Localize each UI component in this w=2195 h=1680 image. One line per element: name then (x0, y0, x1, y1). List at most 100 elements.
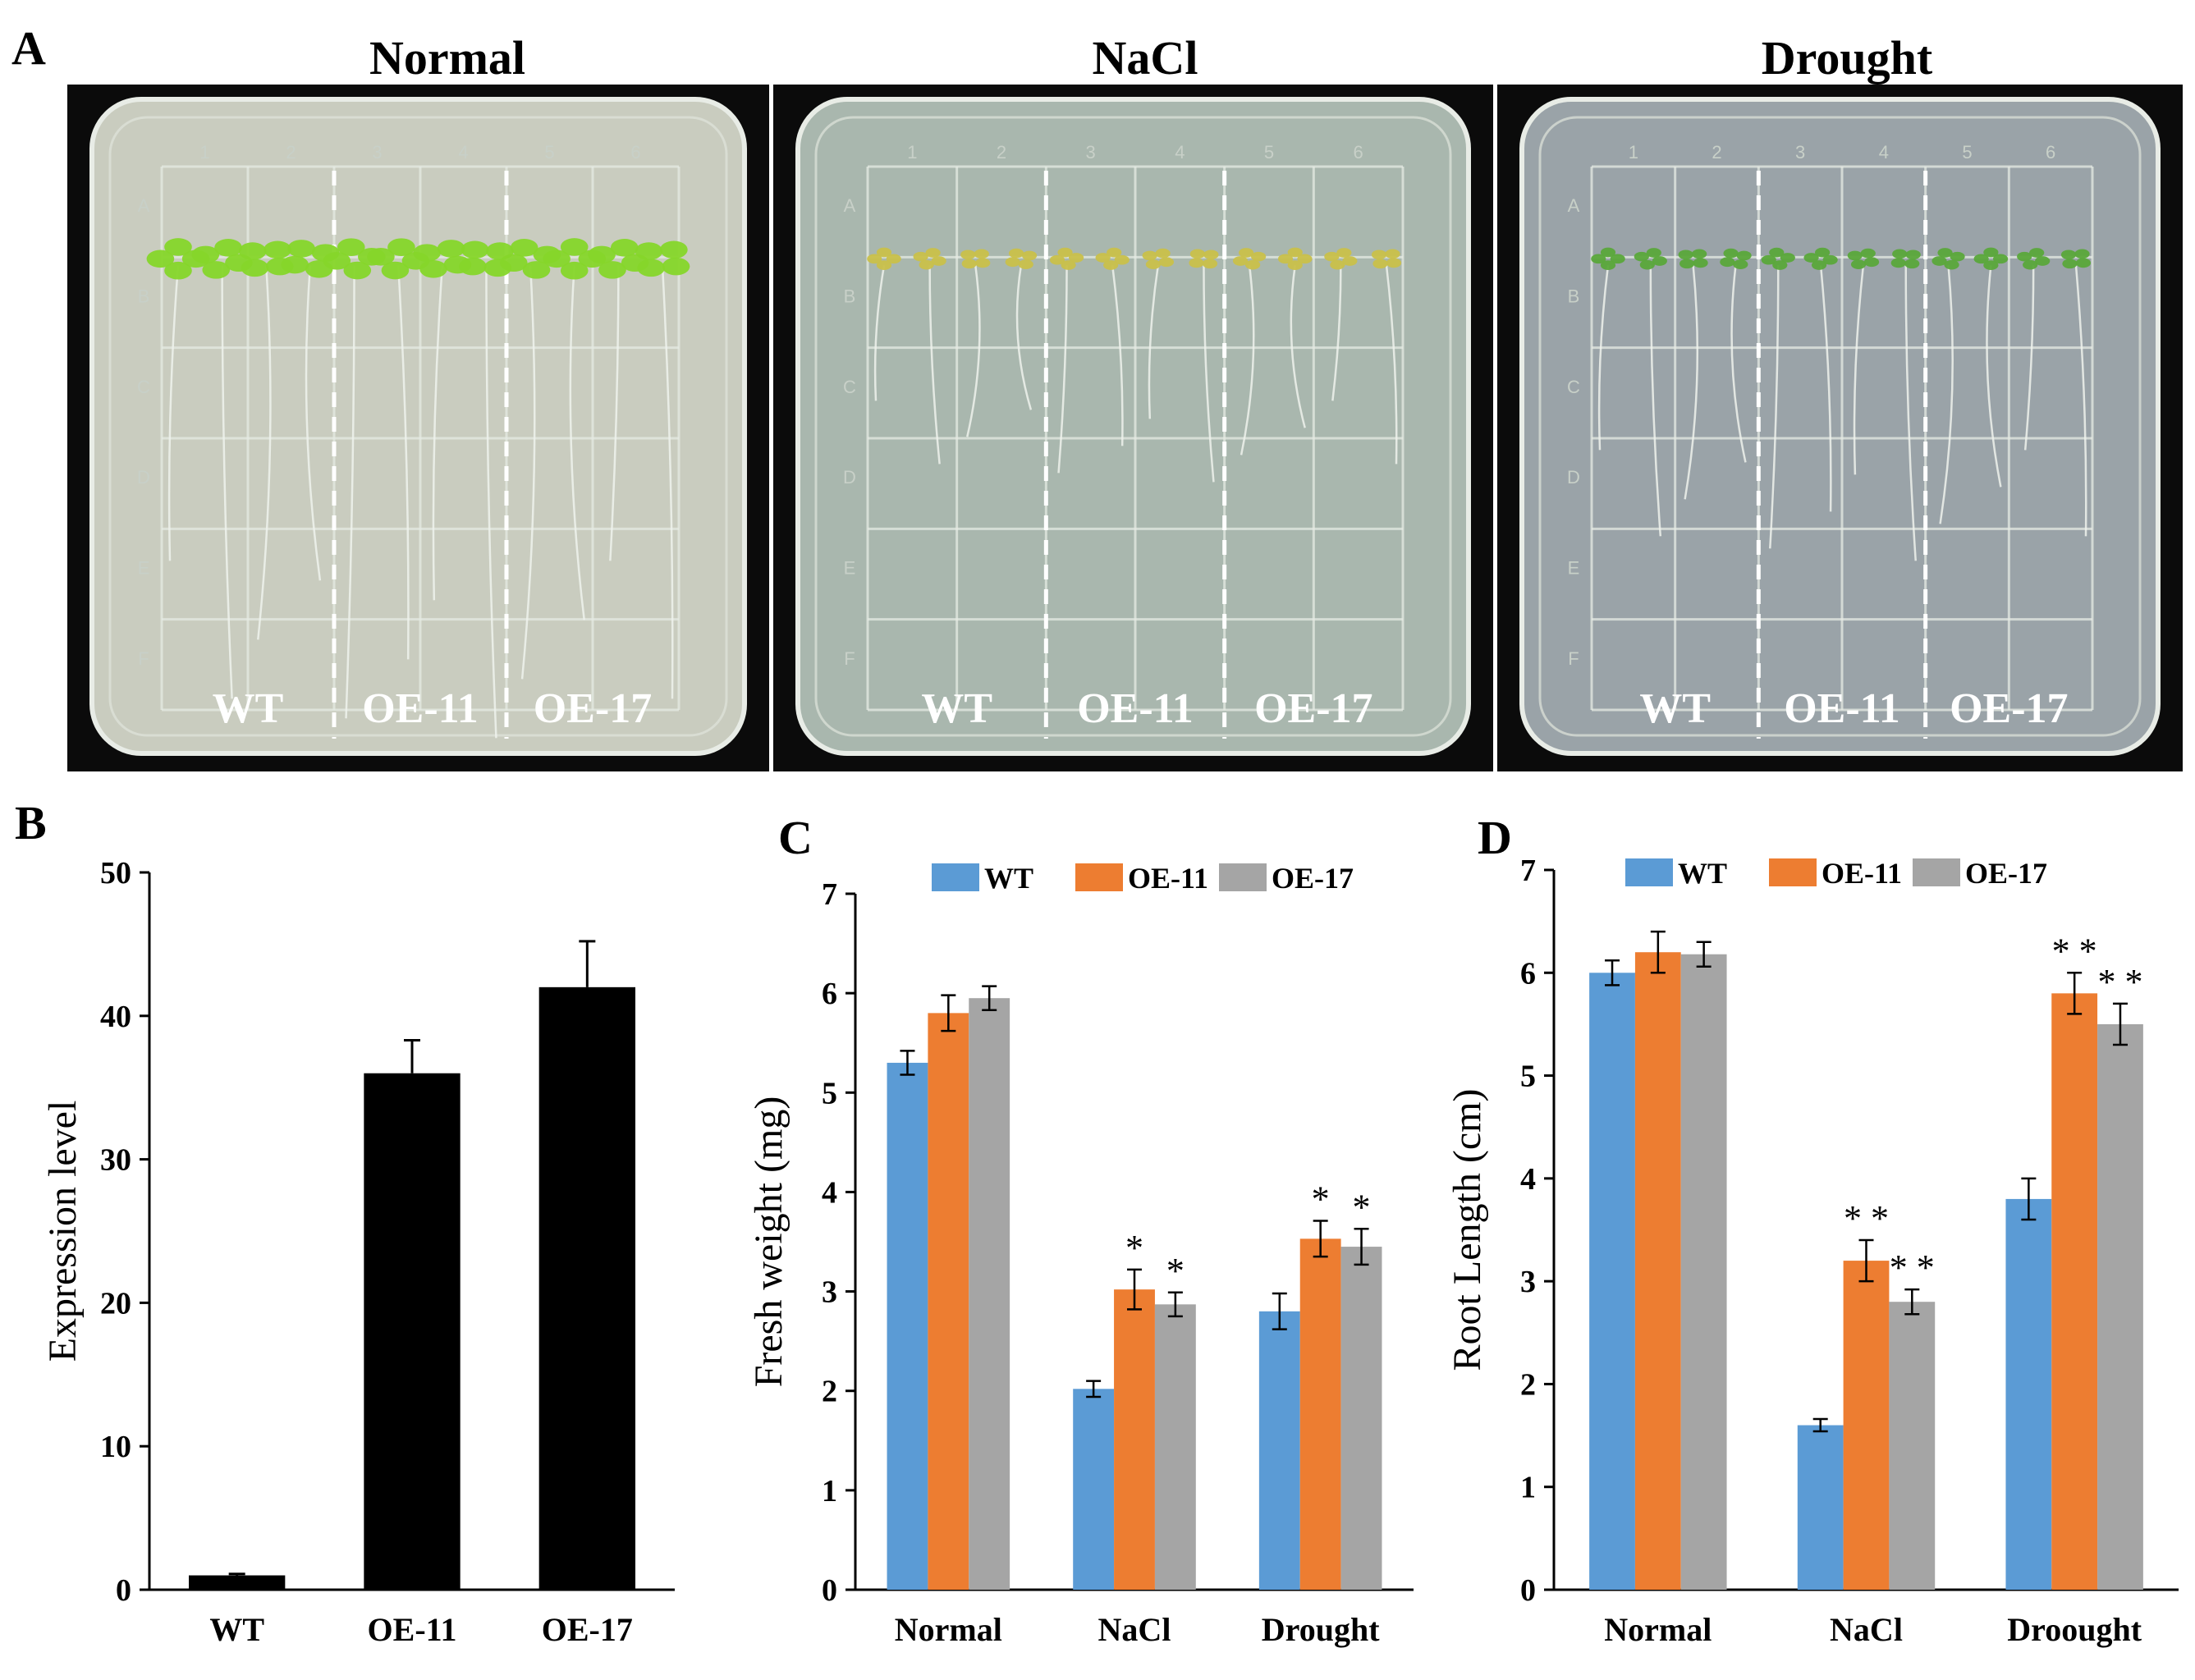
seedling-leaf (164, 238, 192, 256)
seedling-leaf (1008, 248, 1024, 259)
genotype-label: OE-11 (362, 685, 479, 732)
plate-grid-row-label: C (137, 377, 150, 397)
plate-grid-row-label: F (1568, 648, 1579, 669)
x-tick-label: Normal (895, 1611, 1002, 1648)
plate-dish (795, 97, 1471, 756)
chart-expression-level: 0 10 20 30 40 50 Expression level WT OE-11 OE-17 (41, 856, 675, 1648)
plate-grid-row-label: B (138, 286, 150, 307)
bar-wt (1258, 1311, 1300, 1590)
plate-grid-row-label: A (138, 195, 150, 216)
seedling-leaf (1780, 253, 1795, 263)
legend-swatch (1913, 858, 1960, 886)
seedling-leaf (437, 240, 465, 258)
y-tick-label: 0 (822, 1573, 837, 1608)
seedling-leaf (1983, 247, 1999, 258)
genotype-label: OE-11 (1784, 685, 1900, 732)
legend-label: WT (1678, 857, 1727, 890)
plate-grid-col-label: 4 (1175, 142, 1185, 163)
plate-grid-row-label: C (1567, 377, 1580, 397)
seedling-leaf (1678, 249, 1693, 260)
bar-oe-11 (1299, 1238, 1341, 1590)
seedling-leaf (1944, 259, 1959, 270)
significance-marker: * * (1890, 1247, 1935, 1288)
seedling-leaf (1905, 249, 1921, 260)
significance-marker: * (1125, 1228, 1143, 1268)
legend-swatch (1219, 863, 1267, 891)
seedling-leaf (146, 249, 175, 268)
seedling-root (345, 265, 355, 719)
plate-grid-col-label: 3 (1086, 142, 1096, 163)
plate-grid-col-label: 2 (1712, 142, 1721, 163)
seedling-root (432, 265, 444, 601)
seedling-leaf (1005, 257, 1020, 268)
plate-grid-row-label: A (1568, 195, 1580, 216)
seedling-leaf (1049, 254, 1065, 265)
y-tick-label: 7 (1520, 854, 1536, 888)
seedling-leaf (1736, 250, 1752, 261)
legend-label: OE-11 (1128, 862, 1208, 895)
seedling-leaf (214, 239, 242, 257)
seedling-leaf (1815, 247, 1831, 258)
seedling-leaf (1679, 259, 1695, 269)
x-tick-label: NaCl (1830, 1611, 1903, 1648)
seedling-leaf (1203, 249, 1219, 260)
legend-label: OE-11 (1822, 857, 1902, 890)
plate-rim (108, 116, 728, 737)
seedling-leaf (461, 240, 489, 259)
seedling-leaf (1932, 256, 1947, 266)
seedling-leaf (1639, 259, 1655, 270)
legend-label: OE-17 (1272, 862, 1354, 895)
seedling-root (2023, 265, 2035, 451)
seedling-leaf (387, 238, 415, 256)
seedling-leaf (191, 245, 220, 264)
seedling-leaf (1103, 260, 1119, 270)
seedling-leaf (1232, 256, 1249, 266)
seedling-root (873, 265, 886, 401)
seedling-leaf (459, 257, 487, 276)
seedling-leaf (1692, 249, 1707, 259)
genotype-label: OE-17 (1950, 685, 2068, 732)
plate-grid-col-label: 2 (997, 142, 1006, 163)
seedling-root (1819, 265, 1832, 512)
seedling-leaf (961, 259, 977, 269)
seedling-leaf (1600, 247, 1616, 258)
seedling-root (1148, 265, 1160, 419)
seedling-leaf (543, 249, 571, 268)
x-tick-label: OE-17 (542, 1611, 633, 1648)
seedling-leaf (1371, 249, 1387, 260)
seedling-leaf (337, 238, 365, 256)
seedling-leaf (202, 261, 231, 279)
seedling-leaf (2017, 251, 2032, 262)
plate-grid-col-label: 6 (1354, 142, 1363, 163)
seedling-leaf (343, 261, 372, 280)
seedling-leaf (1850, 259, 1867, 269)
bar-wt (1589, 973, 1635, 1590)
seedling-leaf (1244, 259, 1261, 270)
plate-grid-row-label: F (138, 648, 149, 669)
plate-grid-row-label: D (137, 467, 150, 488)
seedling-leaf (2023, 259, 2038, 270)
significance-marker: * (1312, 1179, 1330, 1220)
seedling-root (520, 265, 536, 680)
plate-grid-col-label: 3 (372, 142, 382, 163)
seedling-leaf (960, 249, 976, 260)
seedling-leaf (2060, 249, 2077, 260)
seedling-leaf (1803, 253, 1819, 263)
seedling-leaf (1386, 258, 1402, 268)
plate-grid-col-label: 5 (1962, 142, 1972, 163)
significance-marker: * (1166, 1251, 1185, 1291)
plate-grid-col-label: 4 (458, 142, 468, 163)
y-tick-label: 2 (822, 1375, 837, 1409)
plate-grid-row-label: F (844, 648, 855, 669)
seedling-leaf (1634, 251, 1649, 262)
seedling-leaf (931, 256, 946, 266)
seedling-leaf (1600, 260, 1616, 270)
x-tick-label: Normal (1604, 1611, 1712, 1648)
seedling-root (1649, 265, 1662, 537)
seedling-leaf (241, 259, 269, 277)
plate-title-drought: Drought (1762, 31, 1933, 85)
seedling-root (609, 265, 620, 561)
y-tick-label: 2 (1520, 1367, 1536, 1402)
seedling-leaf (1811, 260, 1827, 270)
